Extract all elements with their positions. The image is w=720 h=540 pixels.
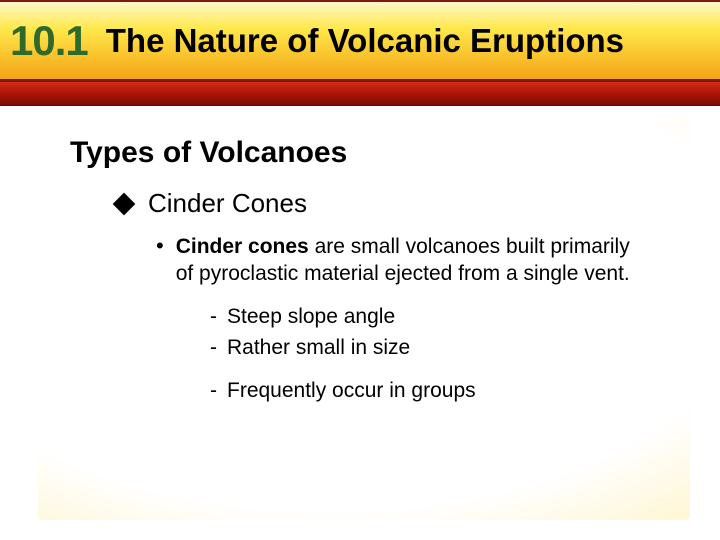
bullet-bold: Cinder cones — [176, 235, 309, 258]
title-bar: 10.1 The Nature of Volcanic Eruptions — [0, 0, 720, 82]
diamond-bullet-icon — [113, 192, 136, 215]
slide-heading: Types of Volcanoes — [70, 136, 662, 170]
dash-text-2: Rather small in size — [227, 334, 410, 361]
bullet-text: Cinder cones are small volcanoes built p… — [176, 233, 642, 287]
dash-bullet-icon: - — [210, 334, 217, 361]
dash-bullet-icon: - — [210, 303, 217, 330]
content-area: Types of Volcanoes Cinder Cones • Cinder… — [38, 118, 690, 520]
section-number: 10.1 — [10, 17, 88, 65]
dash-bullet-icon: - — [210, 377, 217, 404]
bullet-row: • Cinder cones are small volcanoes built… — [156, 233, 662, 287]
dash-row: - Frequently occur in groups — [210, 377, 662, 404]
dot-bullet-icon: • — [156, 233, 164, 287]
subheading-row: Cinder Cones — [116, 188, 662, 219]
dash-row: - Rather small in size — [210, 334, 662, 361]
dash-text-3: Frequently occur in groups — [227, 377, 476, 404]
red-accent-band — [0, 82, 720, 106]
dash-text-1: Steep slope angle — [227, 303, 395, 330]
subheading: Cinder Cones — [148, 188, 307, 219]
section-title: The Nature of Volcanic Eruptions — [106, 22, 624, 60]
dash-row: - Steep slope angle — [210, 303, 662, 330]
